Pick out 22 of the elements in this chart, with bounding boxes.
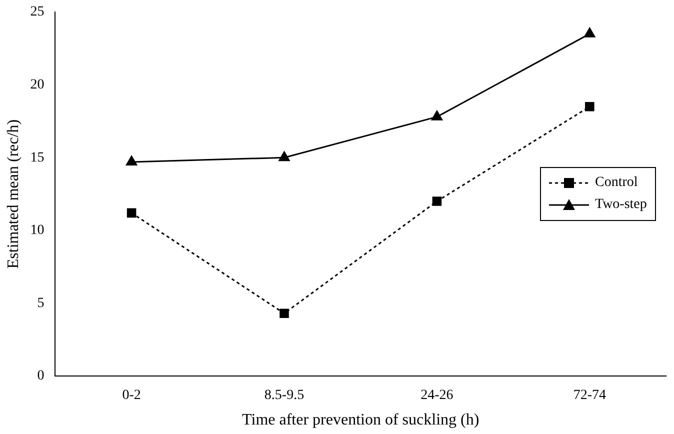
x-tick-label: 24-26: [420, 388, 454, 404]
y-tick-label: 25: [30, 4, 44, 20]
x-tick-label: 0-2: [122, 388, 141, 404]
point: [432, 196, 442, 206]
x-tick-label: 72-74: [573, 388, 606, 404]
y-tick-label: 20: [30, 77, 44, 92]
y-tick-label: 0: [37, 368, 44, 384]
point: [584, 28, 596, 38]
x-axis-title: Time after prevention of suckling (h): [242, 412, 480, 429]
y-axis-title: Estimated mean (rec/h): [4, 119, 22, 269]
legend-label: Control: [595, 175, 638, 191]
y-tick-label: 5: [37, 296, 44, 311]
x-tick-label: 8.5-9.5: [264, 388, 304, 404]
y-tick-label: 10: [30, 223, 44, 238]
y-tick-label: 15: [30, 150, 44, 166]
point: [126, 156, 138, 166]
point: [431, 110, 442, 120]
point: [585, 102, 594, 112]
point: [278, 151, 290, 162]
point: [280, 308, 289, 318]
legend-label: Two-step: [595, 197, 647, 213]
point: [126, 208, 136, 218]
